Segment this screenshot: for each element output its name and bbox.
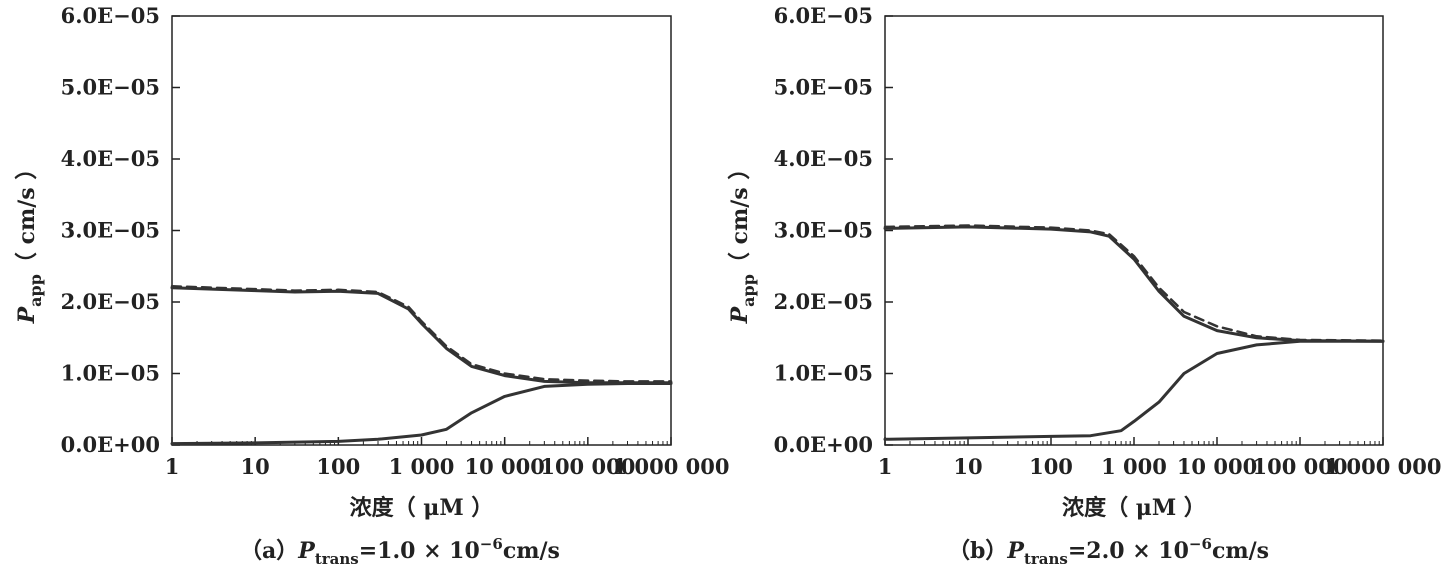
- y-tick-label-0-5: 5.0E−05: [61, 75, 160, 100]
- x-tick-label-1-0: 1: [878, 454, 893, 479]
- series-line-1-2: [883, 339, 1385, 441]
- x-tick-label-1-6: 1 000 000: [1325, 454, 1442, 479]
- caption-panel-label-1: （b）: [948, 538, 1007, 564]
- y-tick-label-1-3: 3.0E−05: [774, 218, 873, 243]
- y-tick-label-1-1: 1.0E−05: [774, 361, 873, 386]
- caption-unit-0: cm/s: [503, 538, 560, 564]
- y-tick-label-1-0: 0.0E+00: [774, 432, 873, 457]
- y-tick-label-0-3: 3.0E−05: [61, 218, 160, 243]
- caption-value-1: =2.0 × 10: [1068, 538, 1189, 564]
- y-tick-label-1-4: 4.0E−05: [774, 146, 873, 171]
- series-line-0-0: [170, 286, 673, 385]
- y-label-subscript-1: app: [739, 274, 758, 307]
- x-tick-label-0-6: 1 000 000: [613, 454, 730, 479]
- y-tick-label-0-0: 0.0E+00: [61, 432, 160, 457]
- series-line-0-1: [170, 285, 673, 383]
- x-tick-label-1-3: 1 000: [1101, 454, 1167, 479]
- caption-value-0: =1.0 × 10: [359, 538, 480, 564]
- panel-caption-0: （a）Ptrans=1.0 × 10−6cm/s: [240, 535, 560, 568]
- plot-frame-1: [884, 15, 1384, 446]
- y-label-unit-1: （ cm/s ）: [727, 158, 753, 274]
- x-axis-label-0: 浓度（ μM ）: [350, 495, 494, 521]
- y-tick-label-1-6: 6.0E−05: [774, 3, 873, 28]
- caption-unit-1: cm/s: [1212, 538, 1269, 564]
- caption-subscript-0: trans: [315, 550, 359, 568]
- x-tick-label-0-1: 10: [241, 454, 270, 479]
- y-tick-label-0-1: 1.0E−05: [61, 361, 160, 386]
- x-tick-label-0-5: 100 000: [540, 454, 635, 479]
- y-tick-label-0-2: 2.0E−05: [61, 289, 160, 314]
- y-axis-label-1: Papp（ cm/s ）: [727, 158, 758, 325]
- x-tick-label-1-5: 100 000: [1253, 454, 1348, 479]
- y-label-subscript-0: app: [26, 274, 45, 307]
- y-tick-label-1-2: 2.0E−05: [774, 289, 873, 314]
- x-tick-label-1-1: 10: [953, 454, 982, 479]
- caption-exponent-1: −6: [1189, 535, 1212, 553]
- caption-symbol-1: P: [1006, 538, 1025, 564]
- y-tick-label-0-6: 6.0E−05: [61, 3, 160, 28]
- x-tick-label-0-4: 10 000: [464, 454, 544, 479]
- caption-symbol-0: P: [297, 538, 316, 564]
- series-line-1-0: [883, 225, 1385, 343]
- caption-panel-label-0: （a）: [240, 538, 298, 564]
- y-tick-label-0-4: 4.0E−05: [61, 146, 160, 171]
- y-tick-label-1-5: 5.0E−05: [774, 75, 873, 100]
- x-tick-label-0-0: 1: [165, 454, 180, 479]
- y-label-symbol-0: P: [14, 305, 40, 324]
- x-tick-label-1-2: 100: [1029, 454, 1073, 479]
- x-tick-label-0-3: 1 000: [389, 454, 455, 479]
- series-line-1-1: [883, 224, 1385, 342]
- panel-caption-1: （b）Ptrans=2.0 × 10−6cm/s: [948, 535, 1269, 568]
- y-label-symbol-1: P: [727, 305, 753, 324]
- y-label-unit-0: （ cm/s ）: [14, 158, 40, 274]
- caption-subscript-1: trans: [1024, 550, 1068, 568]
- caption-exponent-0: −6: [480, 535, 503, 553]
- x-tick-label-0-2: 100: [316, 454, 360, 479]
- series-line-0-2: [170, 382, 673, 446]
- x-axis-label-1: 浓度（ μM ）: [1062, 495, 1206, 521]
- x-tick-label-1-4: 10 000: [1177, 454, 1257, 479]
- y-axis-label-0: Papp（ cm/s ）: [14, 158, 45, 325]
